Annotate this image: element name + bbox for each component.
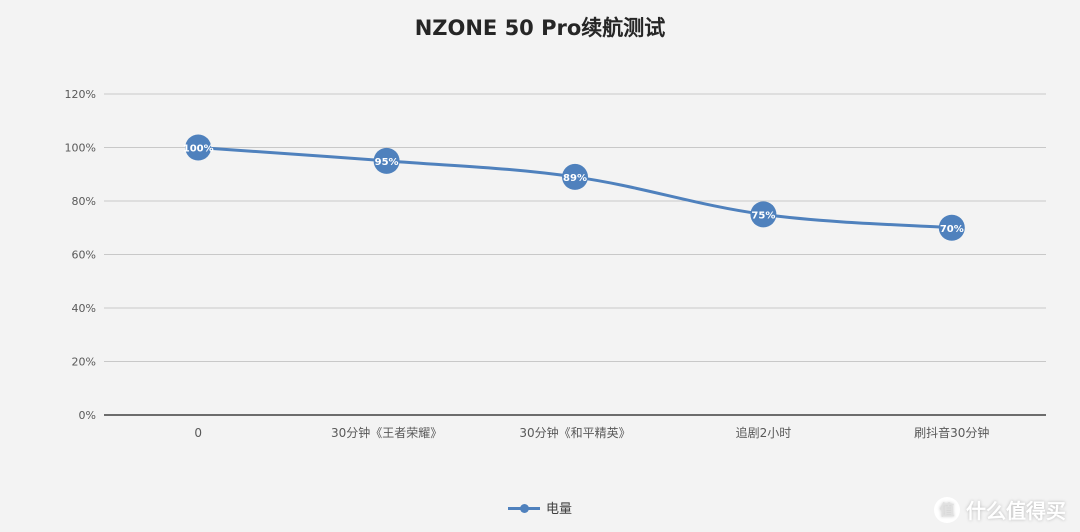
x-tick-labels: 0 30分钟《王者荣耀》 30分钟《和平精英》 追剧2小时 刷抖音30分钟	[194, 425, 989, 440]
y-tick-label: 0%	[79, 409, 96, 422]
watermark-text: 什么值得买	[966, 499, 1066, 523]
data-label: 75%	[751, 210, 775, 221]
y-tick-label: 80%	[72, 195, 96, 208]
data-label: 70%	[940, 224, 964, 235]
data-point	[938, 214, 965, 241]
legend: 电量	[0, 498, 1080, 517]
watermark: 值 什么值得买	[934, 495, 1066, 524]
y-tick-label: 40%	[72, 302, 96, 315]
data-point	[185, 134, 212, 161]
x-tick-label: 30分钟《王者荣耀》	[331, 425, 442, 440]
series-group: 100% 95% 89% 75% 70%	[183, 134, 965, 241]
y-tick-label: 120%	[65, 88, 96, 101]
y-tick-labels: 0% 20% 40% 60% 80% 100% 120%	[65, 88, 96, 422]
data-point	[373, 147, 400, 174]
legend-label: 电量	[545, 502, 572, 517]
y-tick-label: 100%	[65, 142, 96, 155]
x-tick-label: 30分钟《和平精英》	[519, 425, 630, 440]
y-tick-label: 20%	[72, 356, 96, 369]
gridlines	[104, 93, 1046, 416]
x-tick-label: 0	[194, 426, 202, 440]
chart-title: NZONE 50 Pro续航测试	[414, 16, 666, 40]
data-point	[750, 201, 777, 228]
data-label: 89%	[563, 173, 587, 184]
y-tick-label: 60%	[72, 249, 96, 262]
x-tick-label: 刷抖音30分钟	[914, 425, 989, 440]
x-tick-label: 追剧2小时	[736, 425, 792, 440]
watermark-badge: 值	[934, 496, 960, 523]
data-point	[562, 163, 588, 190]
data-label: 100%	[183, 144, 214, 155]
legend-swatch	[507, 501, 540, 515]
data-label: 95%	[375, 157, 399, 168]
